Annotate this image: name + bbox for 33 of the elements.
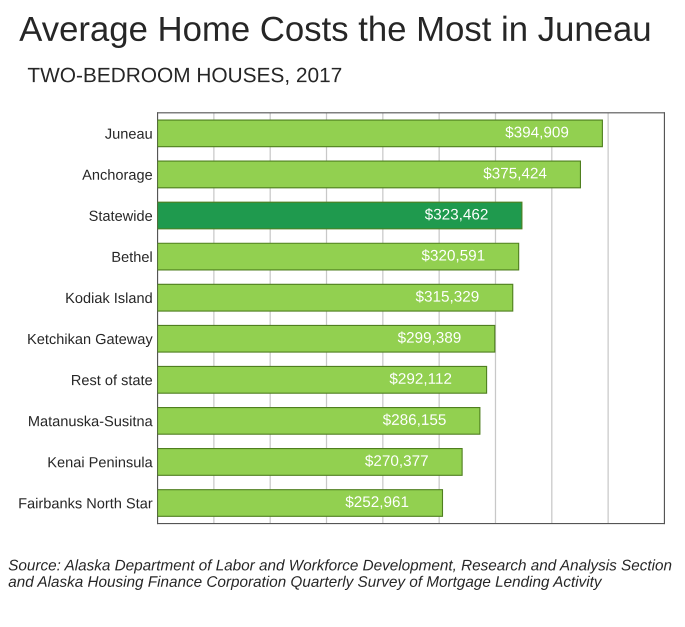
chart-subtitle: TWO-BEDROOM HOUSES, 2017 bbox=[28, 68, 342, 85]
y-tick-label: Kenai Peninsula bbox=[48, 456, 153, 468]
bar bbox=[158, 366, 488, 394]
bar bbox=[158, 448, 463, 476]
y-tick-label: Ketchikan Gateway bbox=[28, 333, 153, 348]
bar bbox=[158, 406, 480, 435]
y-tick-label: Rest of state bbox=[72, 374, 152, 386]
y-tick-label: Kodiak Island bbox=[66, 292, 152, 304]
source-note: Source: Alaska Department of Labor and Workforce Development, Research and Analysis Section and Alaska Housing Finance Corporation Quarterly Survey of Mortgage Lending Activity bbox=[8, 559, 672, 590]
data-label: $394,909 bbox=[505, 126, 568, 140]
y-tick-label: Juneau bbox=[105, 128, 152, 139]
bar bbox=[158, 119, 603, 148]
bar bbox=[158, 160, 581, 188]
bar bbox=[158, 284, 514, 312]
bar bbox=[158, 242, 520, 270]
bar bbox=[158, 202, 522, 230]
bar bbox=[158, 324, 496, 353]
data-label: $299,389 bbox=[398, 331, 461, 345]
data-label: $252,961 bbox=[345, 496, 408, 509]
data-label: $323,462 bbox=[424, 208, 488, 222]
data-label: $320,591 bbox=[422, 249, 484, 263]
data-label: $315,329 bbox=[416, 290, 479, 304]
y-tick-label: Fairbanks North Star bbox=[19, 498, 152, 508]
bar bbox=[158, 489, 444, 517]
y-tick-label: Statewide bbox=[89, 210, 152, 221]
data-label: $270,377 bbox=[365, 454, 428, 468]
y-tick-label: Bethel bbox=[112, 251, 152, 262]
data-label: $286,155 bbox=[382, 414, 446, 427]
data-label: $375,424 bbox=[483, 167, 546, 180]
y-tick-label: Anchorage bbox=[82, 169, 152, 183]
data-label: $292,112 bbox=[390, 372, 452, 386]
chart-title: Average Home Costs the Most in Juneau bbox=[19, 16, 650, 48]
y-tick-label: Matanuska-Susitna bbox=[29, 416, 153, 426]
